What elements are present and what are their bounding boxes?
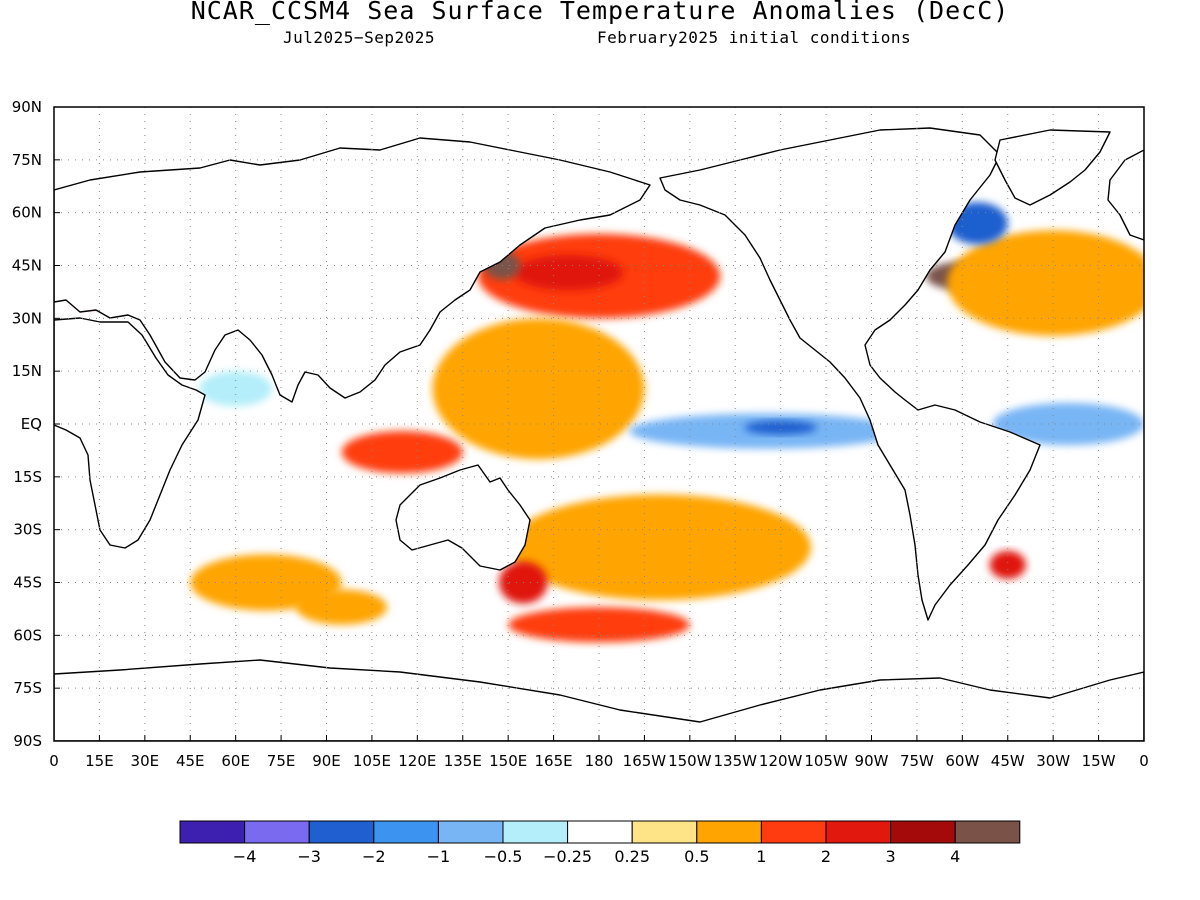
colorbar-swatch	[631, 820, 698, 844]
colorbar-label: 2	[821, 847, 831, 866]
colorbar-label: −3	[297, 847, 321, 866]
anomaly-region	[744, 420, 818, 435]
lon-label: 150W	[668, 752, 712, 770]
anomaly-region	[989, 550, 1026, 579]
lon-label: 120W	[759, 752, 803, 770]
lat-label: 15N	[12, 362, 42, 380]
lon-label: 30W	[1036, 752, 1070, 770]
colorbar-swatch	[244, 820, 310, 844]
land-masses	[54, 127, 1144, 741]
colorbar-swatch	[696, 820, 762, 844]
colorbar-swatch	[437, 820, 504, 844]
anomaly-region	[947, 230, 1144, 336]
coastline-antarctica	[54, 659, 1144, 741]
colorbar: −4 −3 −2 −1 −0.5 −0.25 0.25 0.5 1 2 3 4	[179, 820, 1021, 866]
lon-label: 60W	[945, 752, 979, 770]
lat-label: 45N	[12, 257, 42, 275]
colorbar-label: 4	[950, 847, 960, 866]
lat-label: 30S	[13, 521, 42, 539]
colorbar-label: −4	[233, 847, 257, 866]
colorbar-label: 0.25	[614, 847, 650, 866]
colorbar-label: −2	[362, 847, 386, 866]
lon-label: 75E	[267, 752, 296, 770]
lat-label: EQ	[21, 415, 42, 433]
lat-label: 60N	[12, 204, 42, 222]
coastline-australia	[395, 464, 531, 571]
colorbar-swatch	[890, 820, 956, 844]
coastline-greenland	[994, 129, 1111, 206]
initial-conditions: February2025 initial conditions	[597, 28, 912, 47]
coastline-americas	[659, 127, 1041, 621]
lon-label: 90W	[855, 752, 889, 770]
lon-label: 105W	[804, 752, 848, 770]
lat-label: 75S	[13, 679, 42, 697]
lat-label: 15S	[13, 468, 42, 486]
anomaly-region	[190, 554, 342, 611]
anomaly-region	[296, 589, 388, 625]
colorbar-label: −0.5	[484, 847, 523, 866]
colorbar-label: −1	[427, 847, 451, 866]
axis-ticks	[53, 106, 1145, 742]
anomaly-region	[992, 402, 1144, 446]
lat-label: 30N	[12, 309, 42, 327]
lat-label: 75N	[12, 151, 42, 169]
lon-label: 150E	[489, 752, 527, 770]
anomaly-region	[514, 254, 624, 291]
colorbar-swatch	[825, 820, 892, 844]
lon-label: 15W	[1082, 752, 1116, 770]
lon-label: 75W	[900, 752, 934, 770]
colorbar-swatch	[373, 820, 439, 844]
colorbar-label: 1	[756, 847, 766, 866]
lon-label: 30E	[131, 752, 160, 770]
colorbar-label: −0.25	[543, 847, 592, 866]
anomaly-region	[432, 318, 645, 460]
lat-label: 45S	[13, 574, 42, 592]
lon-label: 0	[49, 752, 59, 770]
lon-label: 45E	[176, 752, 205, 770]
lon-label: 60E	[221, 752, 250, 770]
colorbar-swatch	[760, 820, 827, 844]
lon-label: 15E	[85, 752, 114, 770]
forecast-period: Jul2025−Sep2025	[283, 28, 435, 47]
colorbar-swatch	[502, 820, 569, 844]
colorbar-swatch	[954, 820, 1021, 844]
lon-label: 135E	[444, 752, 482, 770]
longitude-labels: 0 15E 30E 45E 60E 75E 90E 105E 120E 135E 150E 165E 1…	[49, 752, 1149, 770]
lat-label: 90N	[12, 98, 42, 116]
chart-title: NCAR_CCSM4 Sea Surface Temperature Anoma…	[190, 0, 1010, 25]
colorbar-label: 3	[886, 847, 896, 866]
colorbar-swatch	[179, 820, 246, 844]
colorbar-swatch	[308, 820, 375, 844]
lat-label: 60S	[13, 626, 42, 644]
anomaly-region	[341, 431, 463, 474]
coastline-africa-eurasia	[54, 137, 651, 403]
lon-label: 180	[585, 752, 614, 770]
colorbar-label: 0.5	[684, 847, 709, 866]
lon-label: 165W	[623, 752, 667, 770]
anomaly-region	[508, 607, 690, 643]
lat-label: 90S	[13, 732, 42, 750]
lon-label: 90E	[312, 752, 341, 770]
anomaly-region	[508, 494, 811, 601]
lon-label: 120E	[398, 752, 436, 770]
lon-label: 45W	[991, 752, 1025, 770]
lon-label: 0	[1139, 752, 1149, 770]
coastline-europe-west	[1107, 149, 1144, 241]
lon-label: 105E	[353, 752, 391, 770]
graticule	[54, 107, 1144, 741]
anomaly-region	[199, 371, 272, 407]
lon-label: 165E	[535, 752, 573, 770]
colorbar-swatch	[567, 820, 633, 844]
lon-label: 135W	[714, 752, 758, 770]
latitude-labels: 90N 75N 60N 45N 30N 15N EQ 15S 30S 45S 60S 75S 90S	[12, 98, 42, 750]
